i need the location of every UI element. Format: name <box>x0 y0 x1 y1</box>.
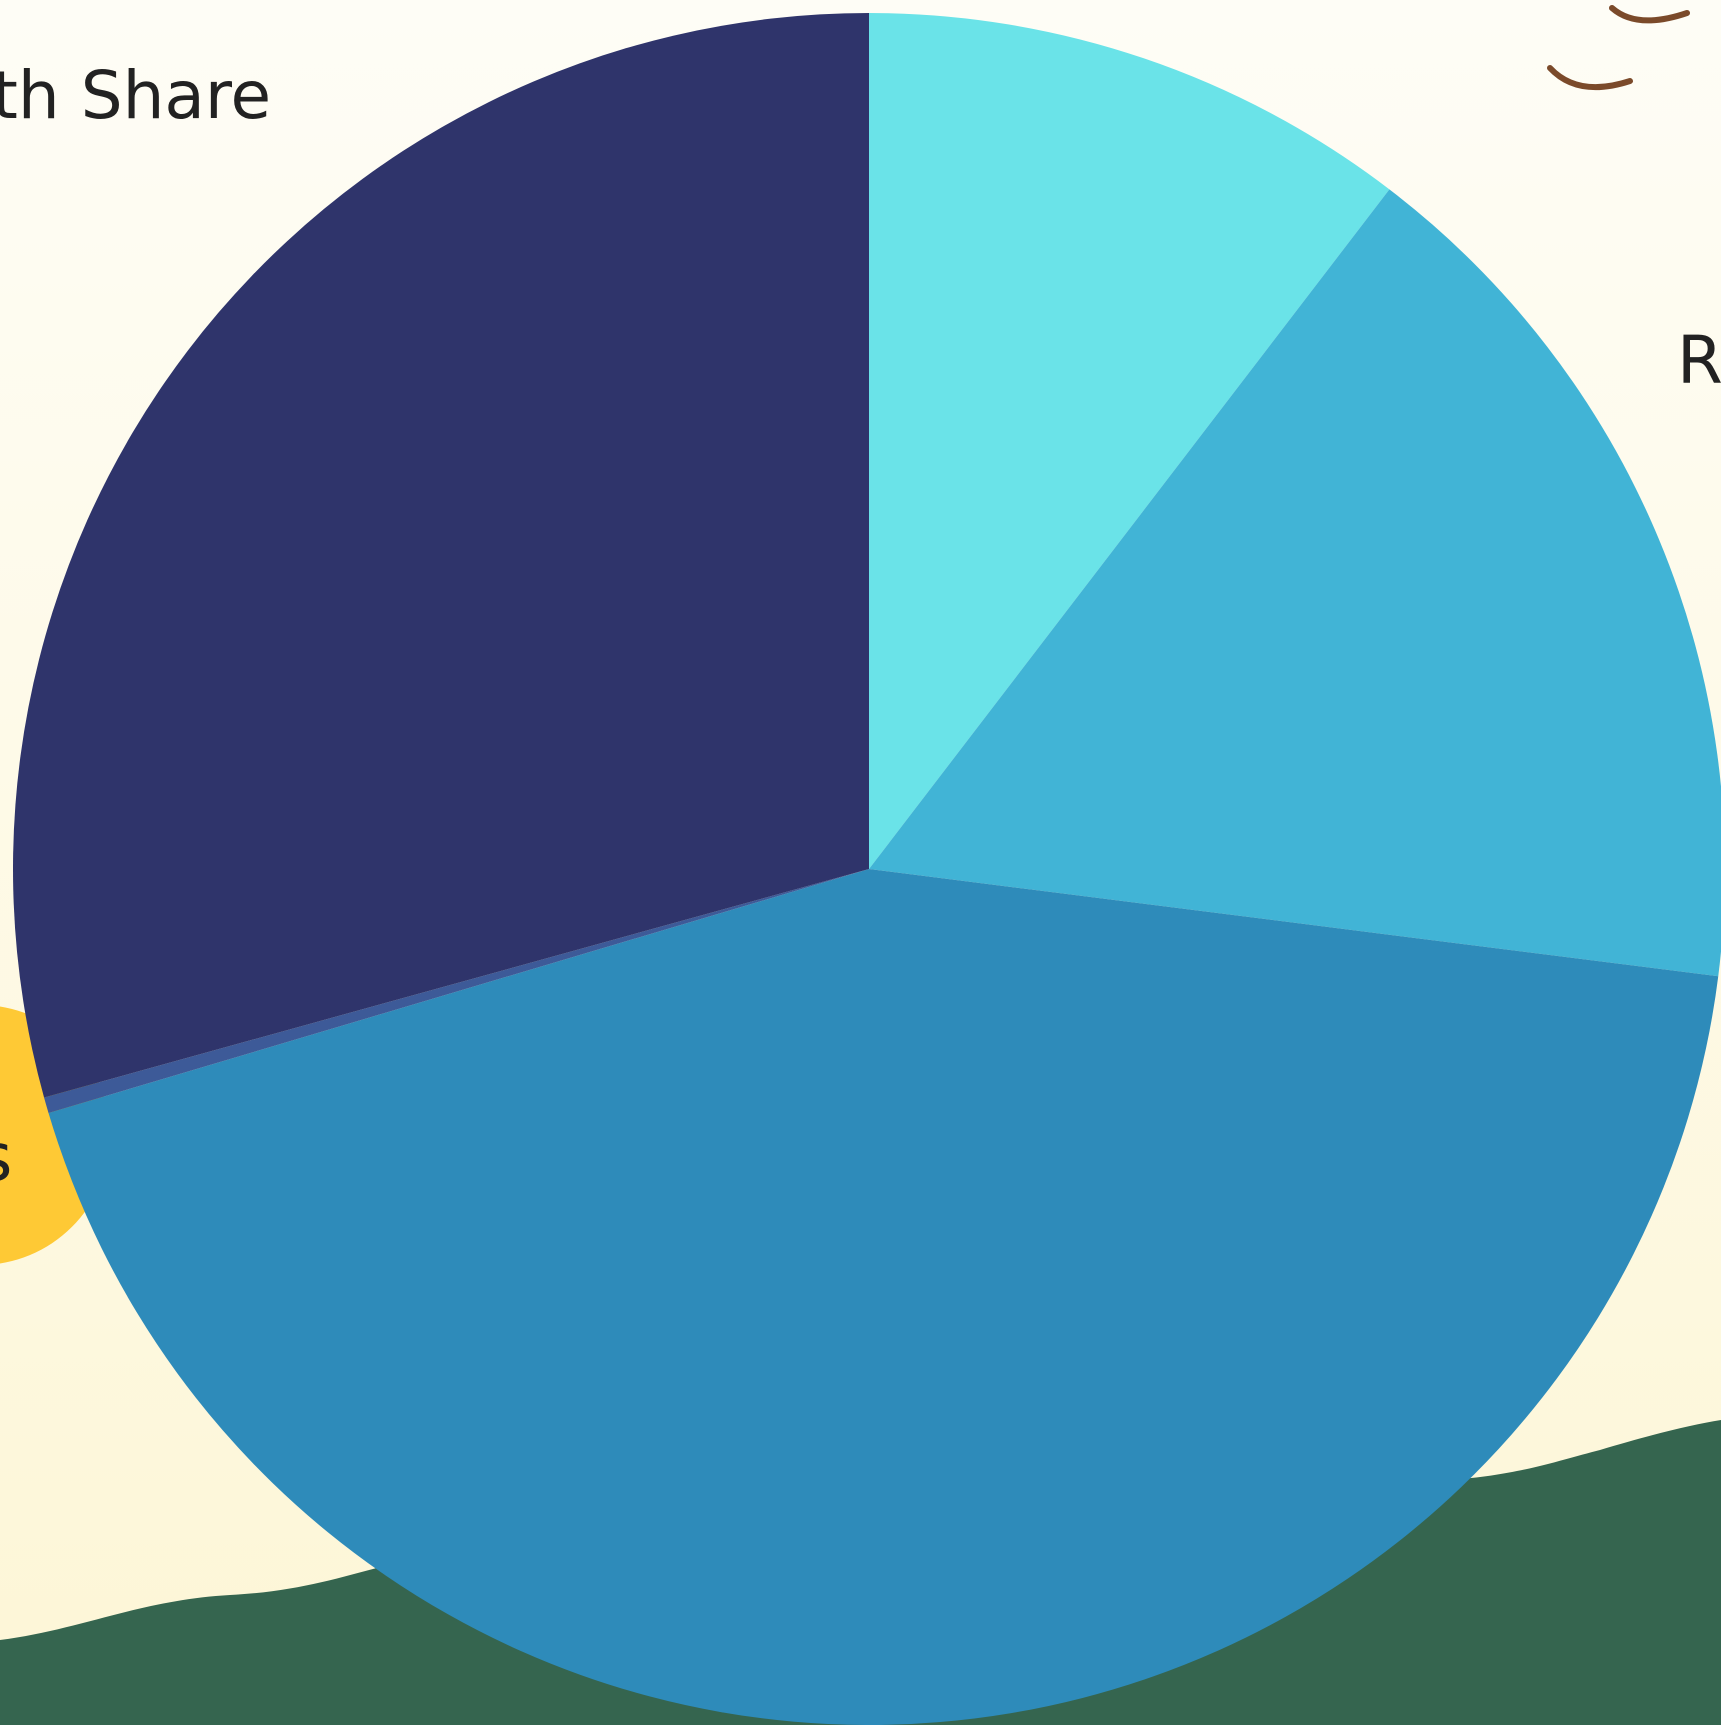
page: {"chart_data": {"type": "pie", "title": … <box>0 0 1721 1725</box>
chart-title: th Share <box>0 57 271 134</box>
chart: th Share R s <box>0 0 1721 1725</box>
pie <box>13 13 1721 1725</box>
annotation: R <box>1677 322 1721 399</box>
annotation: s <box>0 1119 12 1196</box>
